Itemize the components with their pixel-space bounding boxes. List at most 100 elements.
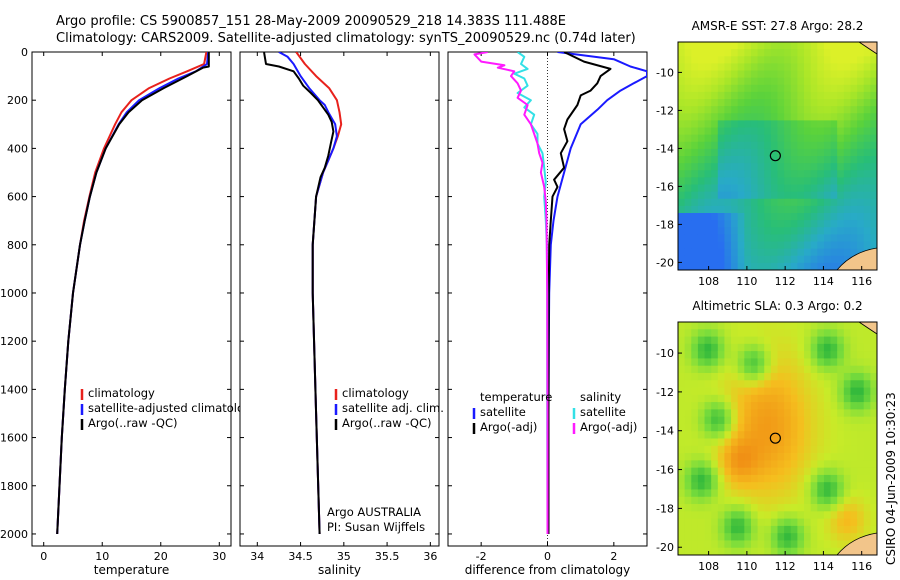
map-cell (691, 489, 699, 498)
map-cell (837, 525, 845, 534)
map-cell (770, 504, 778, 512)
map-cell (684, 70, 692, 79)
map-cell (837, 504, 845, 512)
map-cell (750, 467, 758, 476)
map-cell (870, 387, 878, 396)
map-cell (697, 255, 705, 264)
map-cell (750, 220, 758, 228)
map-cell (797, 460, 805, 469)
map-cell (711, 358, 719, 367)
map-cell (724, 372, 732, 381)
map-cell (797, 438, 805, 447)
map-cell (843, 518, 851, 527)
map-cell (823, 77, 831, 86)
map-cell (678, 113, 686, 121)
map-cell (691, 518, 699, 527)
map-cell (784, 343, 792, 352)
map-cell (817, 49, 825, 57)
map-cell (837, 540, 845, 549)
map-cell (823, 99, 831, 107)
map-cell (704, 134, 712, 143)
map-cell (750, 482, 758, 490)
map-cell (764, 241, 772, 250)
map-cell (850, 343, 858, 352)
map-cell (770, 77, 778, 86)
map-cell (704, 336, 712, 345)
map-cell (837, 416, 845, 425)
map-cell (784, 460, 792, 469)
map-cell (777, 134, 785, 143)
map-cell (843, 91, 851, 100)
map-cell (724, 156, 732, 164)
map-cell (850, 460, 858, 469)
map-cell (750, 84, 758, 93)
map-cell (711, 205, 719, 214)
map-cell (770, 184, 778, 193)
map-cell (830, 322, 838, 330)
map-cell (697, 533, 705, 541)
map-cell (830, 134, 838, 143)
map-cell (790, 156, 798, 164)
map-cell (750, 474, 758, 483)
map-cell (784, 474, 792, 483)
map-cell (837, 453, 845, 461)
map-cell (850, 99, 858, 107)
map-cell (717, 540, 725, 549)
map-cell (711, 198, 719, 207)
map-cell (678, 474, 686, 483)
map-cell (830, 394, 838, 403)
map-cell (784, 518, 792, 527)
map-cell (717, 358, 725, 367)
map-cell (750, 409, 758, 418)
map-cell (797, 255, 805, 264)
map-cell (691, 70, 699, 79)
map-cell (737, 329, 745, 337)
map-cell (711, 423, 719, 432)
map-cell (784, 241, 792, 250)
map-cell (704, 467, 712, 476)
map-cell (770, 423, 778, 432)
map-cell (750, 431, 758, 439)
map-cell (764, 191, 772, 200)
map-cell (850, 84, 858, 93)
map-cell (731, 423, 739, 432)
map-cell (724, 445, 732, 454)
map-cell (724, 525, 732, 534)
map-cell (697, 504, 705, 512)
map-cell (804, 336, 812, 345)
map-cell (817, 358, 825, 367)
map-cell (797, 358, 805, 367)
map-cell (843, 241, 851, 250)
map-cell (810, 416, 818, 425)
map-cell (797, 70, 805, 79)
map-cell (764, 445, 772, 454)
map-cell (737, 482, 745, 490)
map-cell (764, 106, 772, 114)
map-cell (770, 70, 778, 79)
map-cell (804, 351, 812, 359)
map-cell (784, 70, 792, 79)
map-cell (697, 56, 705, 64)
map-cell (744, 474, 752, 483)
map-cell (757, 482, 765, 490)
map-cell (757, 170, 765, 178)
map-cell (678, 84, 686, 93)
y-tick-label: 0 (21, 46, 28, 59)
map-cell (850, 511, 858, 519)
map-cell (777, 533, 785, 541)
map-cell (697, 262, 705, 271)
map-cell (691, 358, 699, 367)
map-cell (750, 227, 758, 235)
map-cell (737, 234, 745, 242)
map-cell (790, 394, 798, 403)
map-cell (777, 518, 785, 527)
map-cell (697, 431, 705, 439)
map-cell (870, 198, 878, 207)
map-cell (804, 163, 812, 171)
map-cell (857, 120, 865, 128)
map-cell (857, 184, 865, 193)
map-cell (830, 63, 838, 71)
map-cell (744, 504, 752, 512)
map-cell (804, 496, 812, 505)
map-cell (717, 156, 725, 164)
